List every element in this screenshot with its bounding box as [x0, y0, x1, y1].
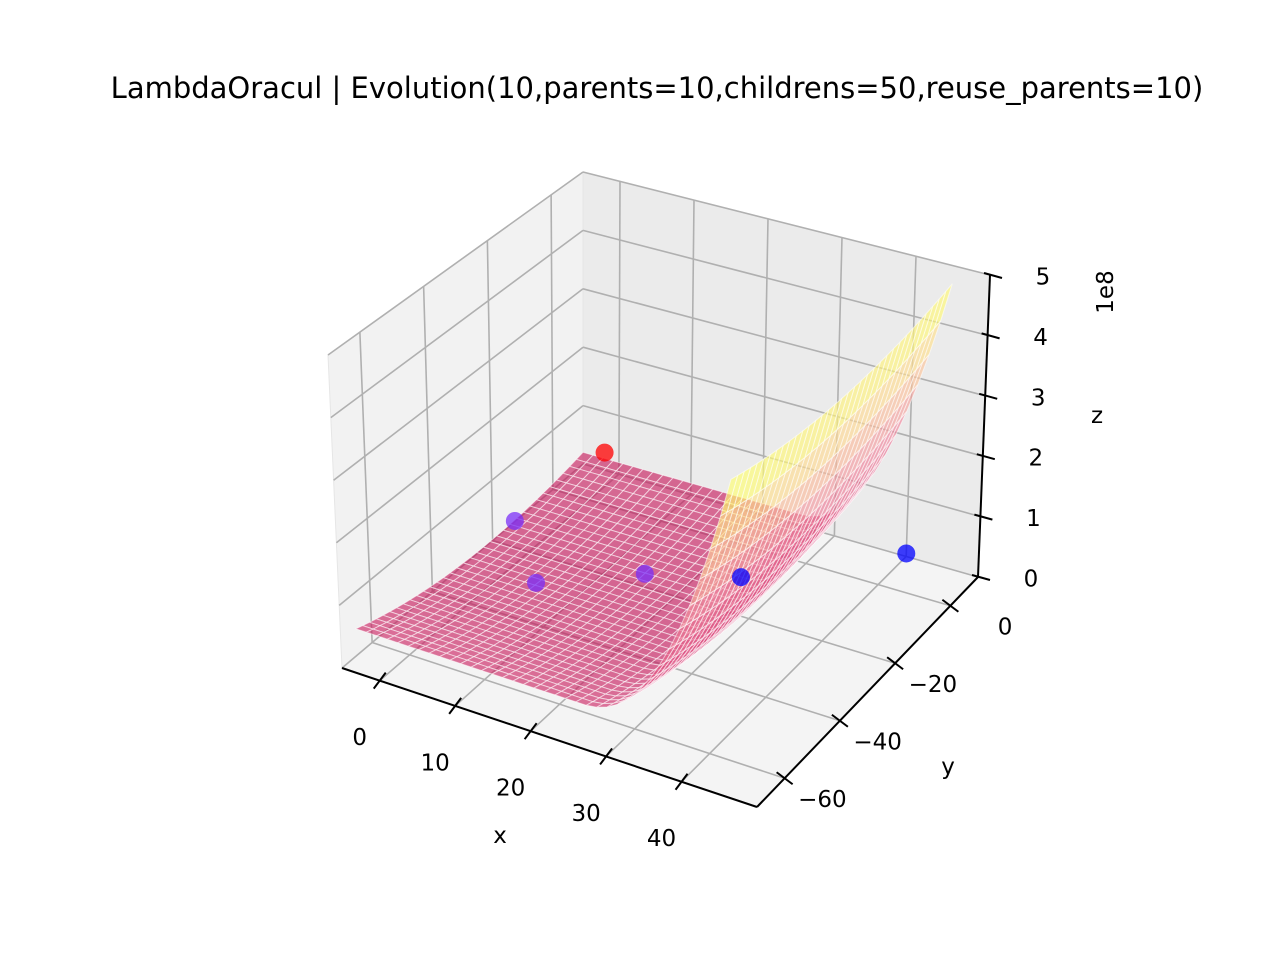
scatter-point: [731, 568, 750, 587]
surface-facet: [719, 474, 739, 517]
x-axis-label: x: [493, 823, 507, 849]
grid-line-x: [605, 535, 835, 758]
tick-labels: 0 10 20 30 40 0 −20 −40 −60 0 1 2 3 4 5: [352, 265, 1050, 853]
x-tick: [674, 773, 689, 791]
grid-line-z: [333, 288, 584, 481]
grid-line-x: [680, 555, 907, 783]
z-tick-label: 3: [1031, 385, 1046, 411]
axis-lines: [341, 274, 991, 808]
z-tick-label: 5: [1036, 265, 1051, 291]
z-axis-line: [977, 274, 991, 578]
grid-line-z: [330, 229, 584, 419]
grid-line-x: [905, 256, 917, 557]
x-tick-label: 40: [647, 826, 676, 852]
z-axis-label: z: [1091, 403, 1103, 429]
y-tick: [886, 656, 904, 671]
z-offset-label: 1e8: [1093, 270, 1119, 313]
z-tick: [981, 332, 1000, 340]
grid-line-z: [582, 346, 984, 457]
grid-line-y: [371, 641, 785, 780]
scatter-point: [595, 443, 614, 462]
grid-line-z: [327, 171, 584, 356]
x-tick: [448, 697, 462, 715]
grid-line-y: [422, 286, 434, 592]
x-tick-label: 20: [496, 776, 525, 802]
scatter-point: [505, 511, 524, 530]
grid-line-z: [582, 229, 988, 337]
x-tick-label: 0: [352, 725, 367, 751]
chart-title: LambdaOracul | Evolution(10,parents=10,c…: [111, 71, 1204, 105]
x-tick: [372, 672, 387, 690]
grid-line-z: [338, 404, 584, 607]
y-tick-label: −20: [909, 672, 958, 698]
x-tick-label: 30: [571, 801, 600, 827]
scatter-point: [635, 564, 654, 583]
z-tick: [976, 453, 996, 461]
grid-line-z: [582, 171, 991, 276]
y-tick-label: −60: [798, 787, 847, 813]
z-tick-label: 1: [1026, 506, 1041, 532]
grid-line-z: [335, 346, 584, 544]
z-tick: [971, 574, 991, 581]
z-tick-label: 2: [1028, 446, 1043, 472]
z-tick: [974, 513, 993, 521]
tick-marks: [372, 272, 1003, 791]
grid-line-x: [689, 200, 695, 495]
x-tick: [599, 747, 613, 766]
y-tick: [831, 713, 849, 728]
grid-line-y: [486, 240, 494, 541]
grid-line-y: [550, 194, 554, 490]
x-tick: [523, 722, 538, 740]
scatter-points: [505, 443, 916, 592]
x-tick-label: 10: [421, 750, 450, 776]
scatter-point: [897, 544, 916, 563]
z-tick-label: 4: [1033, 325, 1048, 351]
y-axis-line: [756, 576, 979, 808]
y-tick: [776, 771, 794, 786]
z-tick: [983, 272, 1003, 279]
z-tick: [978, 392, 998, 400]
axes-3d: 0 10 20 30 40 0 −20 −40 −60 0 1 2 3 4 5: [327, 171, 1050, 853]
y-tick: [941, 598, 959, 613]
grid-line-y: [359, 332, 373, 643]
surface: [354, 283, 953, 708]
y-tick-label: −40: [853, 729, 902, 755]
grid-line-x: [618, 181, 621, 475]
scatter-point: [527, 573, 546, 592]
y-axis-label: y: [941, 754, 955, 780]
y-tick-label: 0: [998, 614, 1013, 640]
x-axis-line: [341, 667, 758, 808]
z-tick-label: 0: [1024, 567, 1039, 593]
